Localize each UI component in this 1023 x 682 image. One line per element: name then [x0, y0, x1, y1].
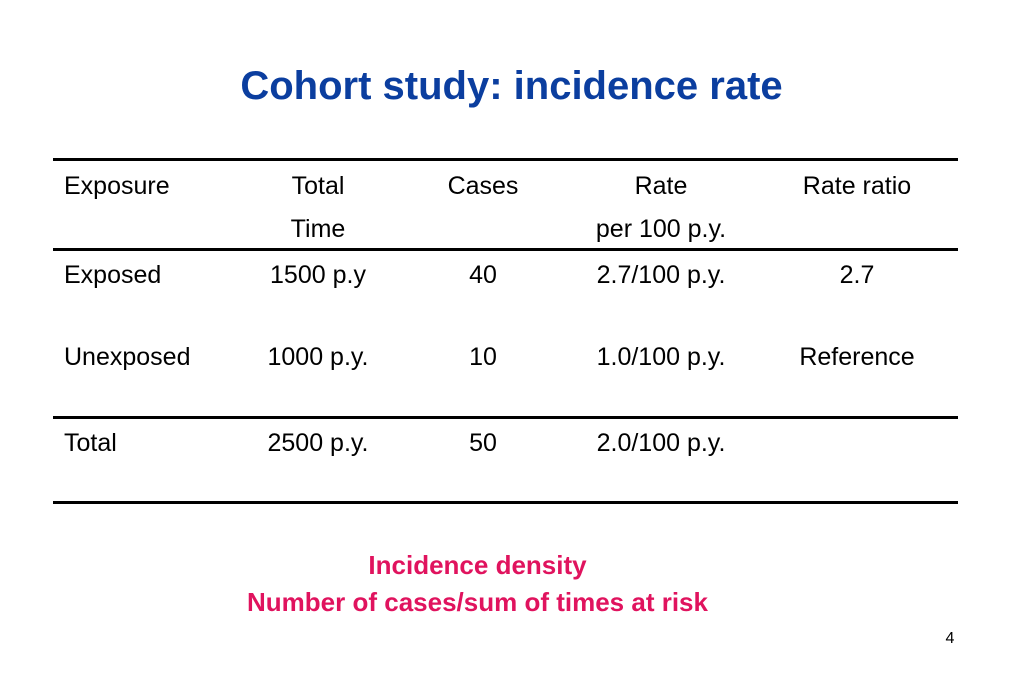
row-exposed-ratio: 2.7 [839, 261, 875, 289]
header-per-100-py: per 100 p.y. [595, 215, 727, 243]
total-rate: 2.0/100 p.y. [596, 429, 726, 457]
row-exposed-exposure: Exposed [64, 261, 162, 289]
row-exposed-time: 1500 p.y [270, 261, 366, 289]
total-time: 2500 p.y. [267, 429, 369, 457]
row-unexposed-cases: 10 [469, 343, 497, 371]
row-exposed-cases: 40 [469, 261, 497, 289]
total-cases: 50 [469, 429, 497, 457]
page-number: 4 [945, 630, 955, 647]
total-label: Total [64, 429, 117, 457]
row-unexposed-time: 1000 p.y. [267, 343, 369, 371]
header-time: Time [290, 215, 346, 243]
note-line-2: Number of cases/sum of times at risk [247, 587, 708, 617]
header-rate: Rate [634, 172, 688, 200]
note-line-1: Incidence density [368, 550, 587, 580]
slide-title: Cohort study: incidence rate [240, 64, 783, 108]
table-top-rule [53, 158, 958, 161]
header-exposure: Exposure [64, 172, 170, 200]
row-unexposed-rate: 1.0/100 p.y. [596, 343, 726, 371]
row-unexposed-exposure: Unexposed [64, 343, 191, 371]
table-bottom-rule [53, 501, 958, 504]
header-cases: Cases [447, 172, 519, 200]
table-total-rule [53, 416, 958, 419]
table-header-rule [53, 248, 958, 251]
header-rate-ratio: Rate ratio [802, 172, 912, 200]
header-total: Total [291, 172, 345, 200]
row-exposed-rate: 2.7/100 p.y. [596, 261, 726, 289]
row-unexposed-ratio: Reference [799, 343, 915, 371]
